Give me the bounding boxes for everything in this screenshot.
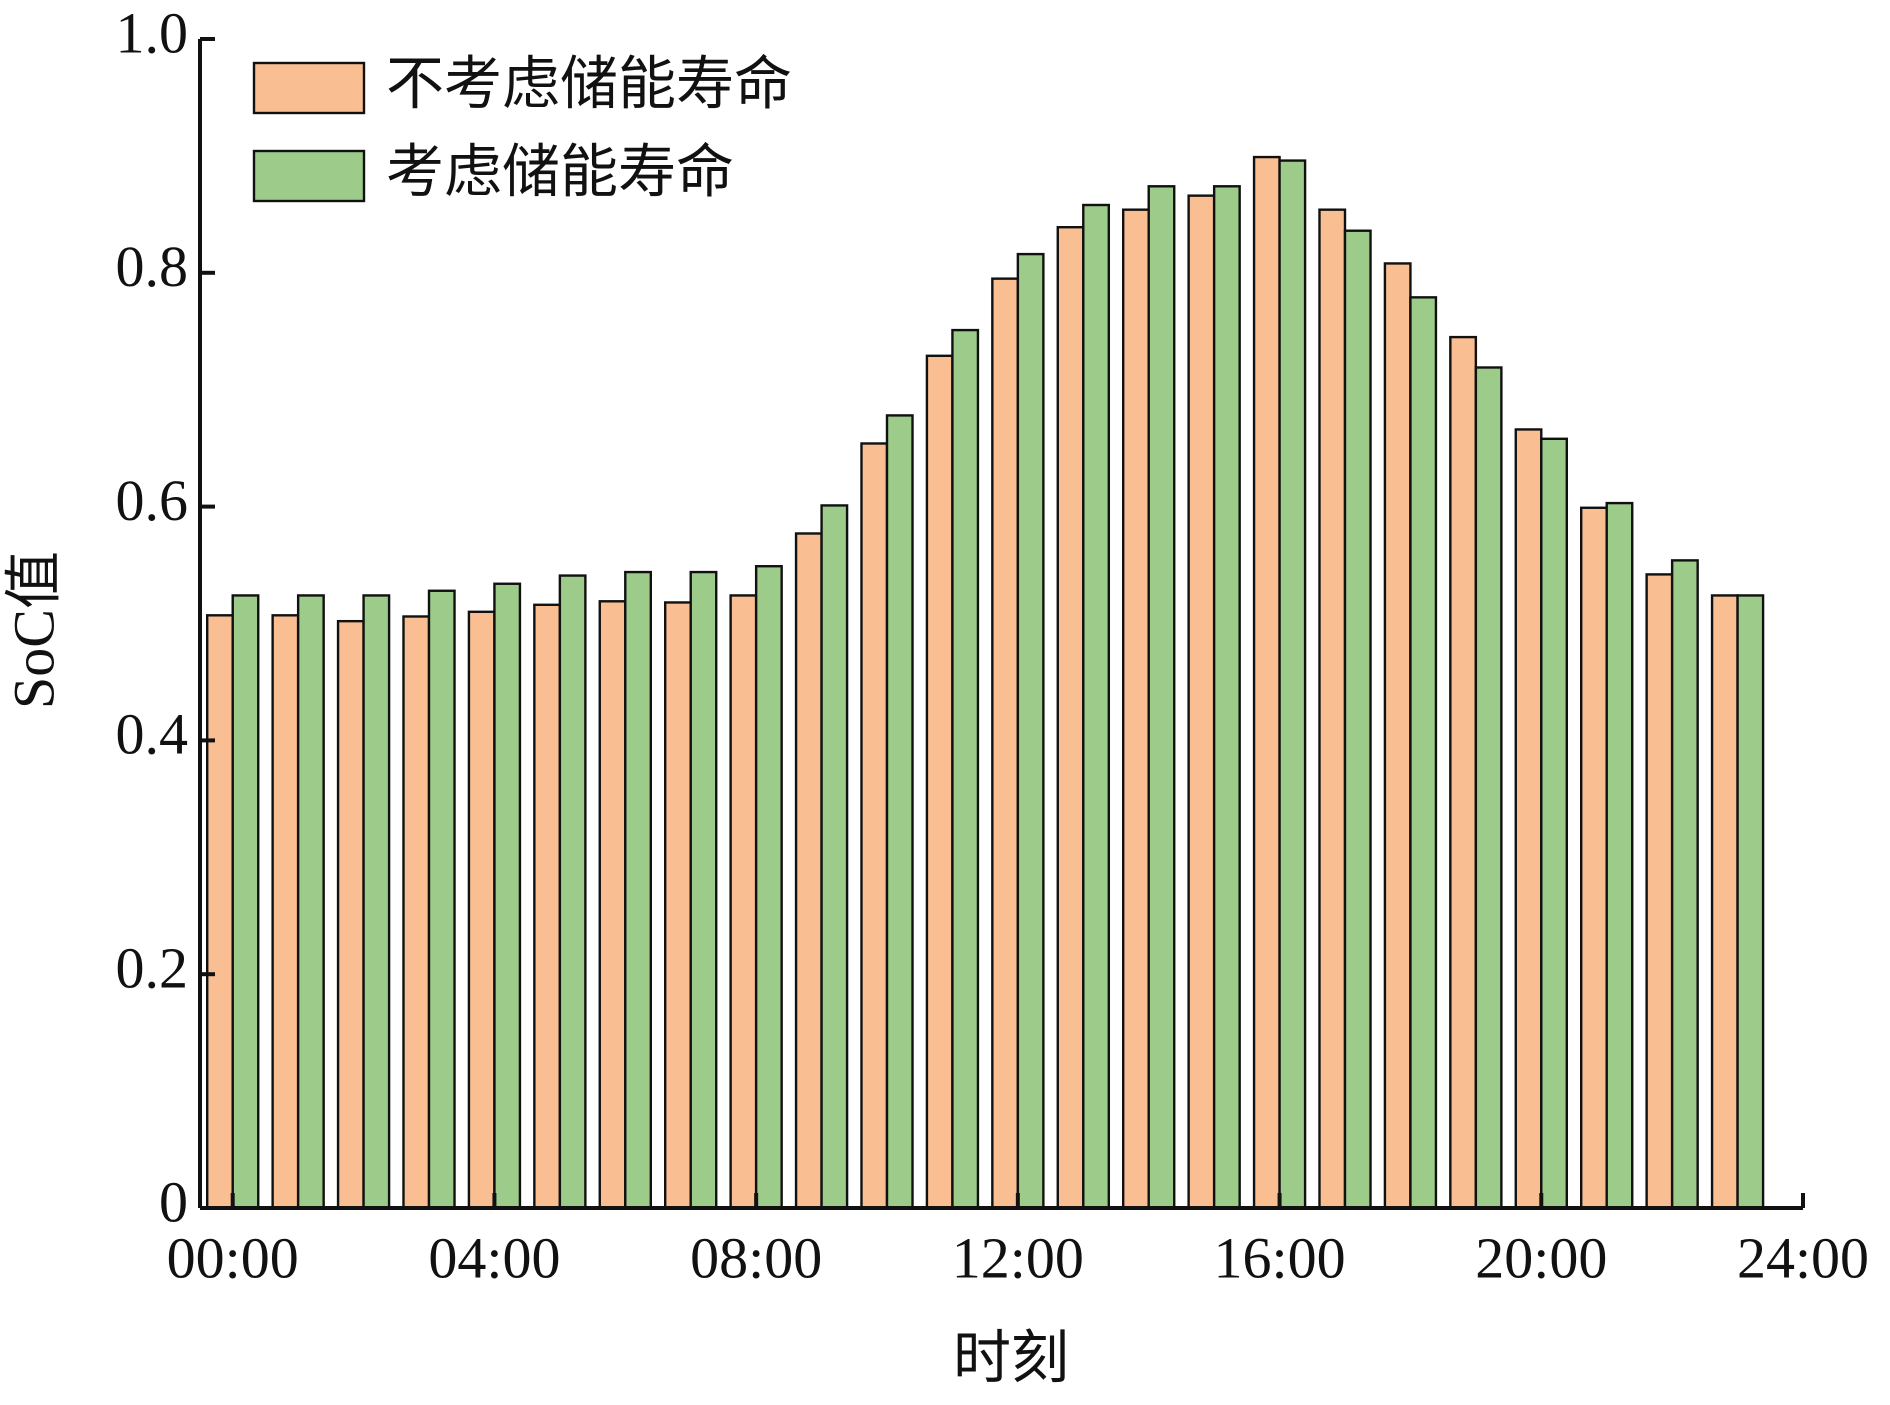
bar — [860, 442, 889, 1210]
bar — [296, 594, 325, 1210]
bar — [1645, 573, 1674, 1210]
x-tick-label: 00:00 — [167, 1225, 299, 1290]
bar — [362, 594, 391, 1210]
bar — [1252, 155, 1281, 1210]
x-axis-label: 时刻 — [953, 1325, 1069, 1390]
bar — [271, 614, 300, 1210]
legend-swatch — [252, 61, 366, 115]
x-tick-label: 24:00 — [1737, 1225, 1869, 1290]
bar — [1082, 203, 1111, 1210]
y-tick-label: 0 — [159, 1169, 188, 1234]
bar — [1605, 501, 1634, 1210]
bar — [729, 594, 758, 1210]
bar — [1383, 262, 1412, 1210]
bar — [467, 610, 496, 1210]
bar — [205, 614, 234, 1210]
bar — [991, 277, 1020, 1210]
bar — [533, 603, 562, 1210]
bar — [598, 600, 627, 1210]
x-tick-label: 08:00 — [690, 1225, 822, 1290]
x-tick-label: 16:00 — [1214, 1225, 1346, 1290]
bar — [336, 619, 365, 1210]
bar — [1474, 366, 1503, 1210]
bar — [820, 504, 849, 1210]
legend-text: 不考虑储能寿命 — [386, 51, 792, 116]
y-tick-label: 0.8 — [116, 234, 189, 299]
bar — [1449, 335, 1478, 1210]
bar — [689, 570, 718, 1210]
y-tick-label: 0.4 — [116, 702, 189, 767]
bar — [493, 582, 522, 1210]
y-tick-label: 1.0 — [116, 0, 189, 65]
bar — [885, 414, 914, 1210]
bar — [1318, 208, 1347, 1210]
bar — [1056, 226, 1085, 1210]
bar — [951, 328, 980, 1210]
bar — [1670, 559, 1699, 1210]
x-tick-label: 20:00 — [1475, 1225, 1607, 1290]
bar — [1514, 428, 1543, 1210]
legend-swatch — [252, 149, 366, 203]
x-tick-label: 04:00 — [428, 1225, 560, 1290]
bar — [1579, 506, 1608, 1210]
y-tick-label: 0.6 — [116, 468, 189, 533]
bar — [1212, 185, 1241, 1210]
y-axis-label: SoC值 — [1, 551, 66, 709]
bar — [925, 354, 954, 1210]
bar — [794, 532, 823, 1210]
bar — [624, 570, 653, 1210]
bar — [1278, 159, 1307, 1210]
bar — [1540, 437, 1569, 1210]
bar — [1736, 594, 1765, 1210]
bar — [1409, 296, 1438, 1210]
bar — [1121, 208, 1150, 1210]
bar — [663, 601, 692, 1210]
bar — [754, 565, 783, 1210]
bar — [1343, 229, 1372, 1210]
bar — [231, 594, 260, 1210]
y-tick-label: 0.2 — [116, 936, 189, 1001]
bar — [1710, 594, 1739, 1210]
bar — [558, 574, 587, 1210]
legend-text: 考虑储能寿命 — [386, 139, 734, 204]
bar — [427, 589, 456, 1210]
bar — [402, 615, 431, 1210]
bar — [1187, 194, 1216, 1210]
bar — [1016, 252, 1045, 1210]
x-tick-label: 12:00 — [952, 1225, 1084, 1290]
bar — [1147, 185, 1176, 1210]
